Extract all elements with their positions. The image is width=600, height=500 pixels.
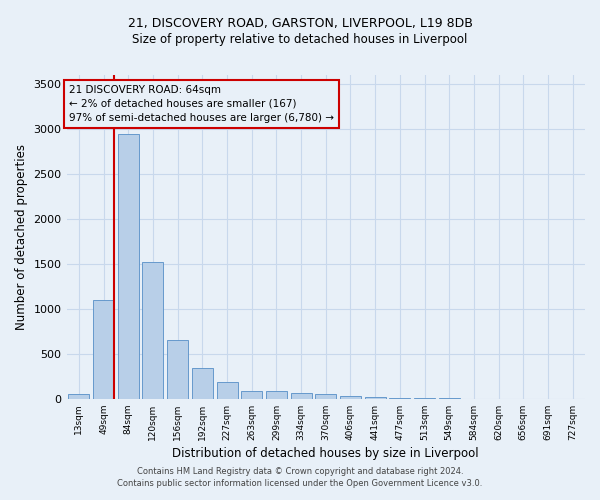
Bar (93, 300, 114, 399)
Text: 21 DISCOVERY ROAD: 64sqm
← 2% of detached houses are smaller (167)
97% of semi-d: 21 DISCOVERY ROAD: 64sqm ← 2% of detache… (69, 85, 334, 123)
Bar (241, 390, 262, 399)
Bar (167, 340, 188, 399)
Bar (118, 134, 139, 399)
Bar (389, 398, 410, 399)
Bar (290, 394, 311, 399)
Bar (315, 394, 336, 399)
Text: Size of property relative to detached houses in Liverpool: Size of property relative to detached ho… (133, 32, 467, 46)
Bar (142, 262, 163, 399)
Bar (266, 390, 287, 399)
Bar (68, 394, 89, 399)
Bar (365, 397, 386, 399)
Bar (192, 368, 213, 399)
Text: 21, DISCOVERY ROAD, GARSTON, LIVERPOOL, L19 8DB: 21, DISCOVERY ROAD, GARSTON, LIVERPOOL, … (128, 18, 472, 30)
Y-axis label: Number of detached properties: Number of detached properties (15, 144, 28, 330)
Text: Contains HM Land Registry data © Crown copyright and database right 2024.
Contai: Contains HM Land Registry data © Crown c… (118, 466, 482, 487)
X-axis label: Distribution of detached houses by size in Liverpool: Distribution of detached houses by size … (172, 447, 479, 460)
Bar (340, 396, 361, 399)
Bar (217, 382, 238, 399)
